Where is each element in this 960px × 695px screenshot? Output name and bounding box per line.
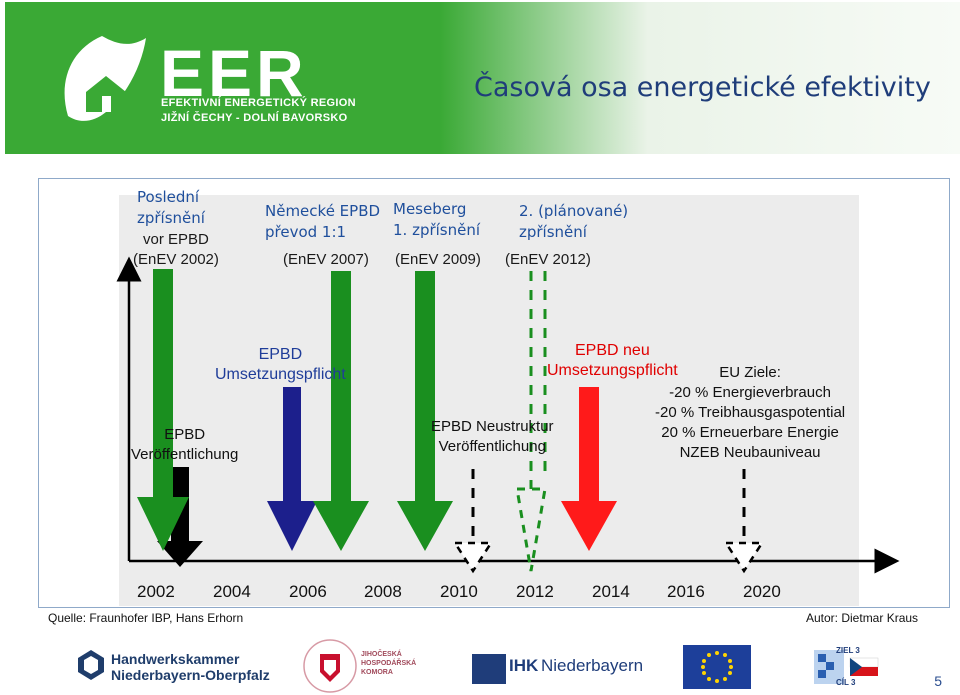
eu-flag-icon <box>683 645 751 689</box>
label-planned-tightening: 2. (plánované) zpřísnění <box>519 202 629 241</box>
year-label: 2010 <box>440 582 478 601</box>
red-arrow <box>561 387 617 551</box>
jhk-seal-icon <box>303 639 357 693</box>
hwk-name-line1: Handwerkskammer <box>111 651 240 667</box>
label-eu-goals: EU Ziele: -20 % Energieverbrauch -20 % T… <box>655 364 846 461</box>
logo-subtitle-line2: JIŽNÍ ČECHY - DOLNÍ BAVORSKO <box>161 112 348 124</box>
label-epbd-neustruktur: EPBD Neustruktur Veröffentlichung <box>431 418 554 455</box>
label-meseberg: Meseberg 1. zpřísnění <box>393 200 481 239</box>
page-title: Časová osa energetické efektivity <box>474 72 931 103</box>
ihk-niederbayern: Niederbayern <box>541 656 644 675</box>
cil3-label: CÍL 3 <box>836 678 856 687</box>
year-label: 2002 <box>137 582 175 601</box>
year-label: 2008 <box>364 582 402 601</box>
leaf-house-logo-icon <box>64 36 146 121</box>
green-arrow-2009 <box>397 271 453 551</box>
year-label: 2020 <box>743 582 781 601</box>
label-epbd-neu: EPBD neu Umsetzungspflicht <box>547 342 678 379</box>
ziel3-label: ZIEL 3 <box>836 646 860 655</box>
year-label: 2012 <box>516 582 554 601</box>
ihk-label: IHK <box>509 656 539 675</box>
label-epbd-umsetzungspflicht: EPBD Umsetzungspflicht <box>215 346 346 383</box>
logo-eer-text: EER <box>160 36 308 110</box>
year-label: 2004 <box>213 582 251 601</box>
label-last-tightening: Poslední zpřísnění <box>137 188 205 227</box>
black-arrow <box>157 467 203 567</box>
year-label: 2014 <box>592 582 630 601</box>
header-banner: EER EFEKTIVNÍ ENERGETICKÝ REGION JIŽNÍ Č… <box>0 0 960 156</box>
ziel3-logo-icon <box>814 650 879 684</box>
green-dashed-arrowhead <box>515 487 547 572</box>
label-enev-2007: (EnEV 2007) <box>283 251 369 268</box>
label-vor-epbd: vor EPBD <box>143 231 209 248</box>
blue-arrow <box>267 387 317 551</box>
source-credit: Quelle: Fraunhofer IBP, Hans Erhorn <box>48 611 244 625</box>
year-label: 2006 <box>289 582 327 601</box>
page-number: 5 <box>934 673 942 689</box>
label-enev-2012: (EnEV 2012) <box>505 251 591 268</box>
diagram-background <box>119 181 859 606</box>
label-epbd-veroeffentlichung: EPBD Veröffentlichung <box>131 426 239 463</box>
timeline-graphics <box>116 181 900 606</box>
timeline-diagram: Poslední zpřísnění vor EPBD (EnEV 2002) … <box>38 178 950 608</box>
ihk-emblem-icon <box>472 654 506 684</box>
jhk-name: JIHOČESKÁ HOSPODÁŘSKÁ KOMORA <box>361 651 417 676</box>
label-enev-2002: (EnEV 2002) <box>133 251 219 268</box>
green-arrow-2002 <box>137 269 189 551</box>
label-german-epbd: Německé EPBD převod 1:1 <box>265 202 381 241</box>
hwk-logo-icon <box>78 650 104 680</box>
label-enev-2009: (EnEV 2009) <box>395 251 481 268</box>
logo-subtitle-line1: EFEKTIVNÍ ENERGETICKÝ REGION <box>161 97 356 109</box>
hwk-name-line2: Niederbayern-Oberpfalz <box>111 667 270 683</box>
year-label: 2016 <box>667 582 705 601</box>
author-credit: Autor: Dietmar Kraus <box>806 611 919 625</box>
header-fade <box>440 2 960 154</box>
green-arrow-2007 <box>313 271 369 551</box>
